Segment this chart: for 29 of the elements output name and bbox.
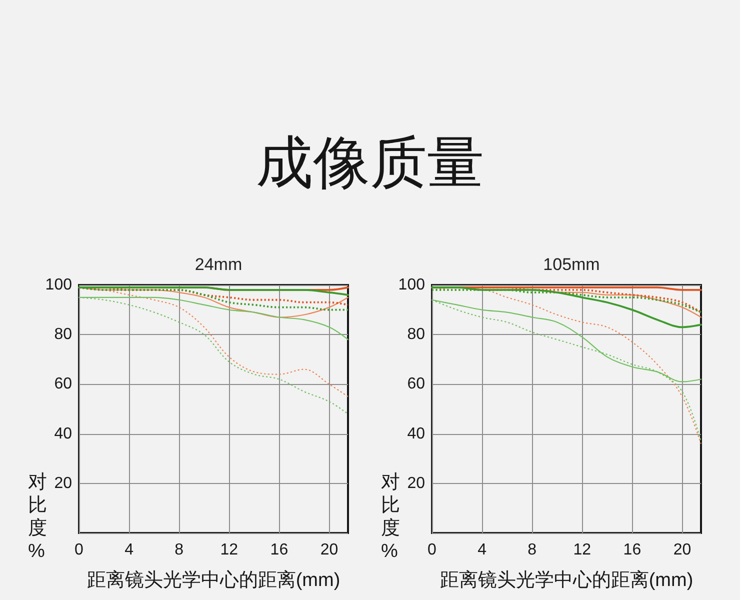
x-tick-label: 8	[528, 542, 537, 558]
y-tick-label: 20	[54, 474, 72, 492]
x-axis-title: 距离镜头光学中心的距离(mm)	[86, 569, 340, 591]
y-tick-label: 20	[407, 474, 426, 492]
x-tick-label: 20	[320, 542, 338, 558]
y-tick-label: 40	[407, 425, 426, 442]
x-tick-label: 0	[74, 542, 84, 558]
x-tick-label: 12	[573, 542, 592, 558]
x-axis-title: 距离镜头光学中心的距离(mm)	[440, 569, 694, 591]
y-axis-title: 对比度%	[28, 472, 47, 562]
x-tick-label: 16	[270, 542, 288, 558]
chart-title: 105mm	[543, 255, 600, 274]
x-tick-label: 0	[428, 542, 437, 558]
x-tick-label: 4	[478, 542, 487, 558]
x-tick-label: 8	[174, 542, 184, 558]
y-tick-label: 100	[45, 276, 72, 294]
y-tick-label: 80	[407, 326, 426, 344]
y-tick-label: 80	[54, 326, 72, 344]
y-tick-label: 60	[407, 376, 426, 393]
y-tick-label: 60	[54, 376, 72, 393]
y-tick-label: 100	[398, 276, 426, 294]
text: 成像质量	[255, 130, 485, 197]
y-axis-title: 对比度%	[381, 472, 400, 562]
x-tick-label: 20	[673, 542, 692, 558]
x-tick-label: 12	[220, 542, 238, 558]
chart-title: 24mm	[194, 255, 242, 274]
x-tick-label: 16	[623, 542, 642, 558]
y-tick-label: 40	[54, 425, 72, 442]
x-tick-label: 4	[124, 542, 134, 558]
